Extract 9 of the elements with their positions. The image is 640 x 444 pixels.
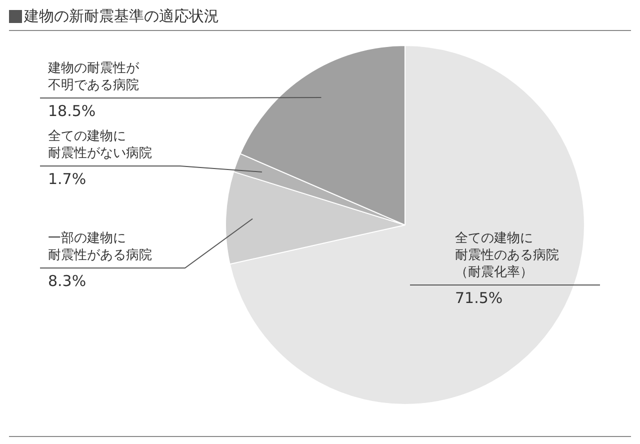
slice-label: 一部の建物に耐震性がある病院	[48, 230, 152, 264]
slice-label: 全ての建物に耐震性のある病院（耐震化率）	[455, 230, 559, 281]
data-label: 18.5%	[48, 102, 97, 120]
slice-label: 全ての建物に耐震性がない病院	[48, 128, 152, 162]
slice-label: 建物の耐震性が不明である病院	[48, 60, 139, 94]
data-label: 8.3%	[48, 272, 88, 290]
chart-title: 建物の新耐震基準の適応状況	[24, 7, 219, 26]
data-label: 71.5%	[455, 289, 504, 307]
data-label: 1.7%	[48, 170, 88, 188]
